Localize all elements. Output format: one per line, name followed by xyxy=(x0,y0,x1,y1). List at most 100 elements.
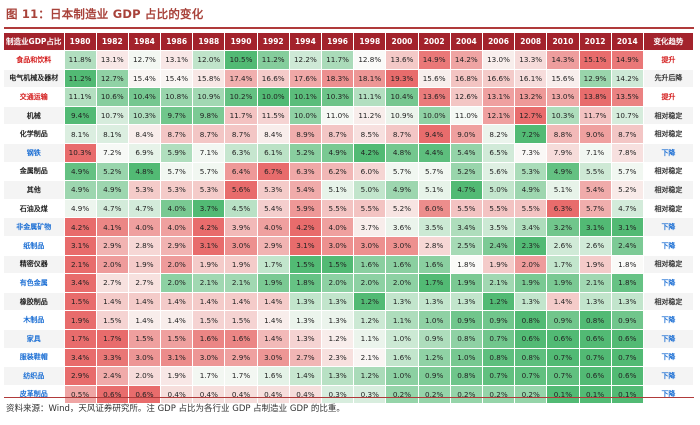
value-cell: 0.8% xyxy=(514,348,548,368)
value-cell: 1.8% xyxy=(611,255,644,275)
value-cell: 3.3% xyxy=(96,348,129,368)
row-category: 食品和饮料 xyxy=(4,50,65,70)
value-cell: 1.9% xyxy=(128,255,162,275)
row-category: 交通运输 xyxy=(4,87,65,107)
value-cell: 0.9% xyxy=(482,310,516,330)
value-cell: 12.7% xyxy=(128,50,162,70)
value-cell: 2.7% xyxy=(96,273,129,293)
table-row: 食品和饮料 11.8% 13.1% 12.7% 13.1% 12.0% 10.5% 11.2%… xyxy=(4,50,695,70)
value-cell: 4.9% xyxy=(64,199,97,219)
value-cell: 3.1% xyxy=(64,236,97,256)
value-cell: 2.1% xyxy=(224,273,258,293)
value-cell: 10.3% xyxy=(546,106,580,126)
header-year: 2012 xyxy=(579,33,612,51)
value-cell: 16.1% xyxy=(514,69,548,89)
gdp-share-table-container: 制造业GDP占比 1980 1982 1984 1986 1988 1990 1992 1994… xyxy=(4,33,695,405)
value-cell: 5.2% xyxy=(450,162,483,182)
table-row: 服装鞋帽 3.4% 3.3% 3.0% 3.1% 3.0% 2.9% 3.0% 2.7% 2.3%… xyxy=(4,348,695,368)
table-row: 其他 4.9% 4.9% 5.3% 5.3% 5.3% 5.6% 5.3% 5.4% 5.1% 5.… xyxy=(4,180,695,200)
value-cell: 3.1% xyxy=(579,217,612,237)
value-cell: 10.9% xyxy=(385,106,419,126)
value-cell: 5.2% xyxy=(385,199,419,219)
value-cell: 15.6% xyxy=(418,69,451,89)
value-cell: 4.9% xyxy=(321,143,355,163)
value-cell: 2.9% xyxy=(224,348,258,368)
table-row: 机械 9.4% 10.7% 10.3% 9.7% 9.8% 11.7% 11.5% 10.0% 1… xyxy=(4,106,695,126)
value-cell: 10.6% xyxy=(96,87,129,107)
value-cell: 1.7% xyxy=(192,366,226,386)
value-cell: 13.2% xyxy=(514,87,548,107)
value-cell: 1.9% xyxy=(482,255,516,275)
value-cell: 13.3% xyxy=(514,50,548,70)
row-category: 木制品 xyxy=(4,310,65,330)
value-cell: 5.2% xyxy=(96,162,129,182)
value-cell: 0.7% xyxy=(482,366,516,386)
header-year: 2010 xyxy=(546,33,580,51)
value-cell: 11.5% xyxy=(257,106,290,126)
row-category: 精密仪器 xyxy=(4,255,65,275)
value-cell: 1.1% xyxy=(385,310,419,330)
value-cell: 3.0% xyxy=(385,236,419,256)
value-cell: 12.7% xyxy=(96,69,129,89)
value-cell: 0.2% xyxy=(418,385,451,405)
table-row: 金属制品 4.9% 5.2% 4.8% 5.7% 5.7% 6.4% 6.7% 6.3% 6.2%… xyxy=(4,162,695,182)
value-cell: 1.5% xyxy=(224,310,258,330)
value-cell: 1.6% xyxy=(257,366,290,386)
value-cell: 4.2% xyxy=(64,217,97,237)
value-cell: 3.5% xyxy=(482,217,516,237)
row-category: 纸制品 xyxy=(4,236,65,256)
value-cell: 1.9% xyxy=(546,273,580,293)
value-cell: 11.7% xyxy=(224,106,258,126)
value-cell: 1.3% xyxy=(289,310,323,330)
value-cell: 2.9% xyxy=(96,236,129,256)
value-cell: 6.2% xyxy=(321,162,355,182)
value-cell: 0.9% xyxy=(546,310,580,330)
value-cell: 14.2% xyxy=(611,69,644,89)
value-cell: 5.1% xyxy=(321,180,355,200)
value-cell: 2.6% xyxy=(546,236,580,256)
value-cell: 6.5% xyxy=(482,143,516,163)
value-cell: 8.9% xyxy=(289,124,323,144)
value-cell: 0.4% xyxy=(289,385,323,405)
table-row: 橡胶制品 1.5% 1.4% 1.4% 1.4% 1.4% 1.4% 1.4% 1.3% 1.3%… xyxy=(4,292,695,312)
value-cell: 1.4% xyxy=(160,310,194,330)
header-year: 1986 xyxy=(160,33,194,51)
value-cell: 1.3% xyxy=(579,292,612,312)
row-trend: 下降 xyxy=(643,217,695,237)
value-cell: 1.4% xyxy=(192,292,226,312)
value-cell: 2.3% xyxy=(514,236,548,256)
value-cell: 5.4% xyxy=(450,143,483,163)
header-year: 1994 xyxy=(289,33,323,51)
value-cell: 5.9% xyxy=(289,199,323,219)
table-row: 纸制品 3.1% 2.9% 2.8% 2.9% 3.1% 3.0% 2.9% 3.1% 3.0% 3… xyxy=(4,236,695,256)
header-year: 1980 xyxy=(64,33,97,51)
value-cell: 8.7% xyxy=(160,124,194,144)
value-cell: 0.8% xyxy=(450,329,483,349)
value-cell: 13.1% xyxy=(482,87,516,107)
value-cell: 10.1% xyxy=(289,87,323,107)
value-cell: 4.9% xyxy=(546,162,580,182)
header-year: 2006 xyxy=(482,33,516,51)
value-cell: 2.9% xyxy=(64,366,97,386)
value-cell: 0.6% xyxy=(579,329,612,349)
value-cell: 1.3% xyxy=(289,329,323,349)
value-cell: 13.5% xyxy=(611,87,644,107)
value-cell: 13.0% xyxy=(546,87,580,107)
value-cell: 6.3% xyxy=(289,162,323,182)
value-cell: 4.4% xyxy=(418,143,451,163)
value-cell: 9.4% xyxy=(64,106,97,126)
value-cell: 2.0% xyxy=(96,255,129,275)
value-cell: 16.6% xyxy=(482,69,516,89)
header-year: 2000 xyxy=(385,33,419,51)
value-cell: 6.4% xyxy=(224,162,258,182)
value-cell: 0.3% xyxy=(321,385,355,405)
value-cell: 0.8% xyxy=(482,348,516,368)
value-cell: 1.4% xyxy=(224,292,258,312)
value-cell: 11.0% xyxy=(450,106,483,126)
value-cell: 1.9% xyxy=(224,255,258,275)
value-cell: 17.4% xyxy=(224,69,258,89)
value-cell: 3.2% xyxy=(546,217,580,237)
value-cell: 0.9% xyxy=(418,329,451,349)
value-cell: 1.4% xyxy=(289,366,323,386)
value-cell: 2.1% xyxy=(64,255,97,275)
